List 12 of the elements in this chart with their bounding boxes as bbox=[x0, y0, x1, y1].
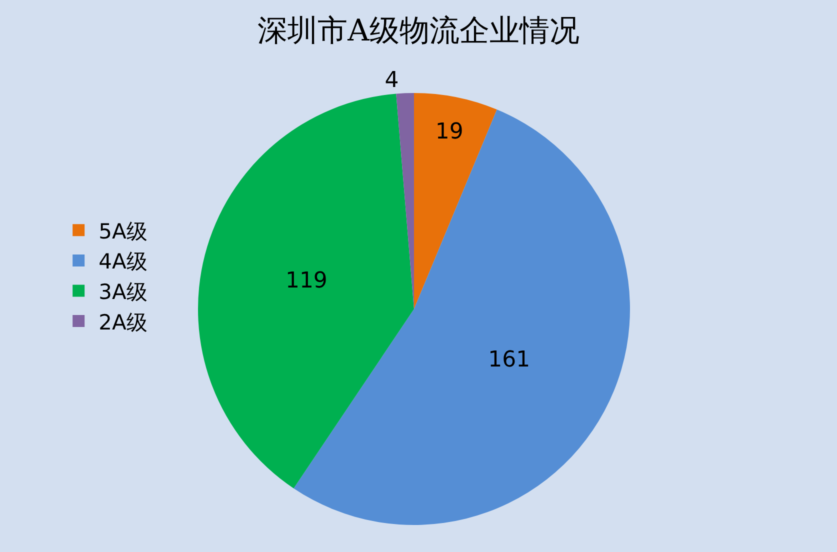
legend-label: 5A级 bbox=[98, 219, 148, 244]
data-label: 19 bbox=[435, 119, 464, 144]
legend-label: 2A级 bbox=[98, 310, 148, 334]
chart-title: 深圳市A级物流企业情况 bbox=[258, 14, 580, 48]
data-label: 4 bbox=[384, 68, 399, 94]
legend-label: 3A级 bbox=[98, 280, 148, 304]
legend-label: 4A级 bbox=[98, 250, 148, 274]
pie-slice bbox=[396, 93, 414, 309]
pie-slice bbox=[198, 94, 414, 488]
data-label: 161 bbox=[488, 348, 530, 373]
data-label: 119 bbox=[285, 268, 328, 294]
pie-slice bbox=[414, 93, 497, 309]
